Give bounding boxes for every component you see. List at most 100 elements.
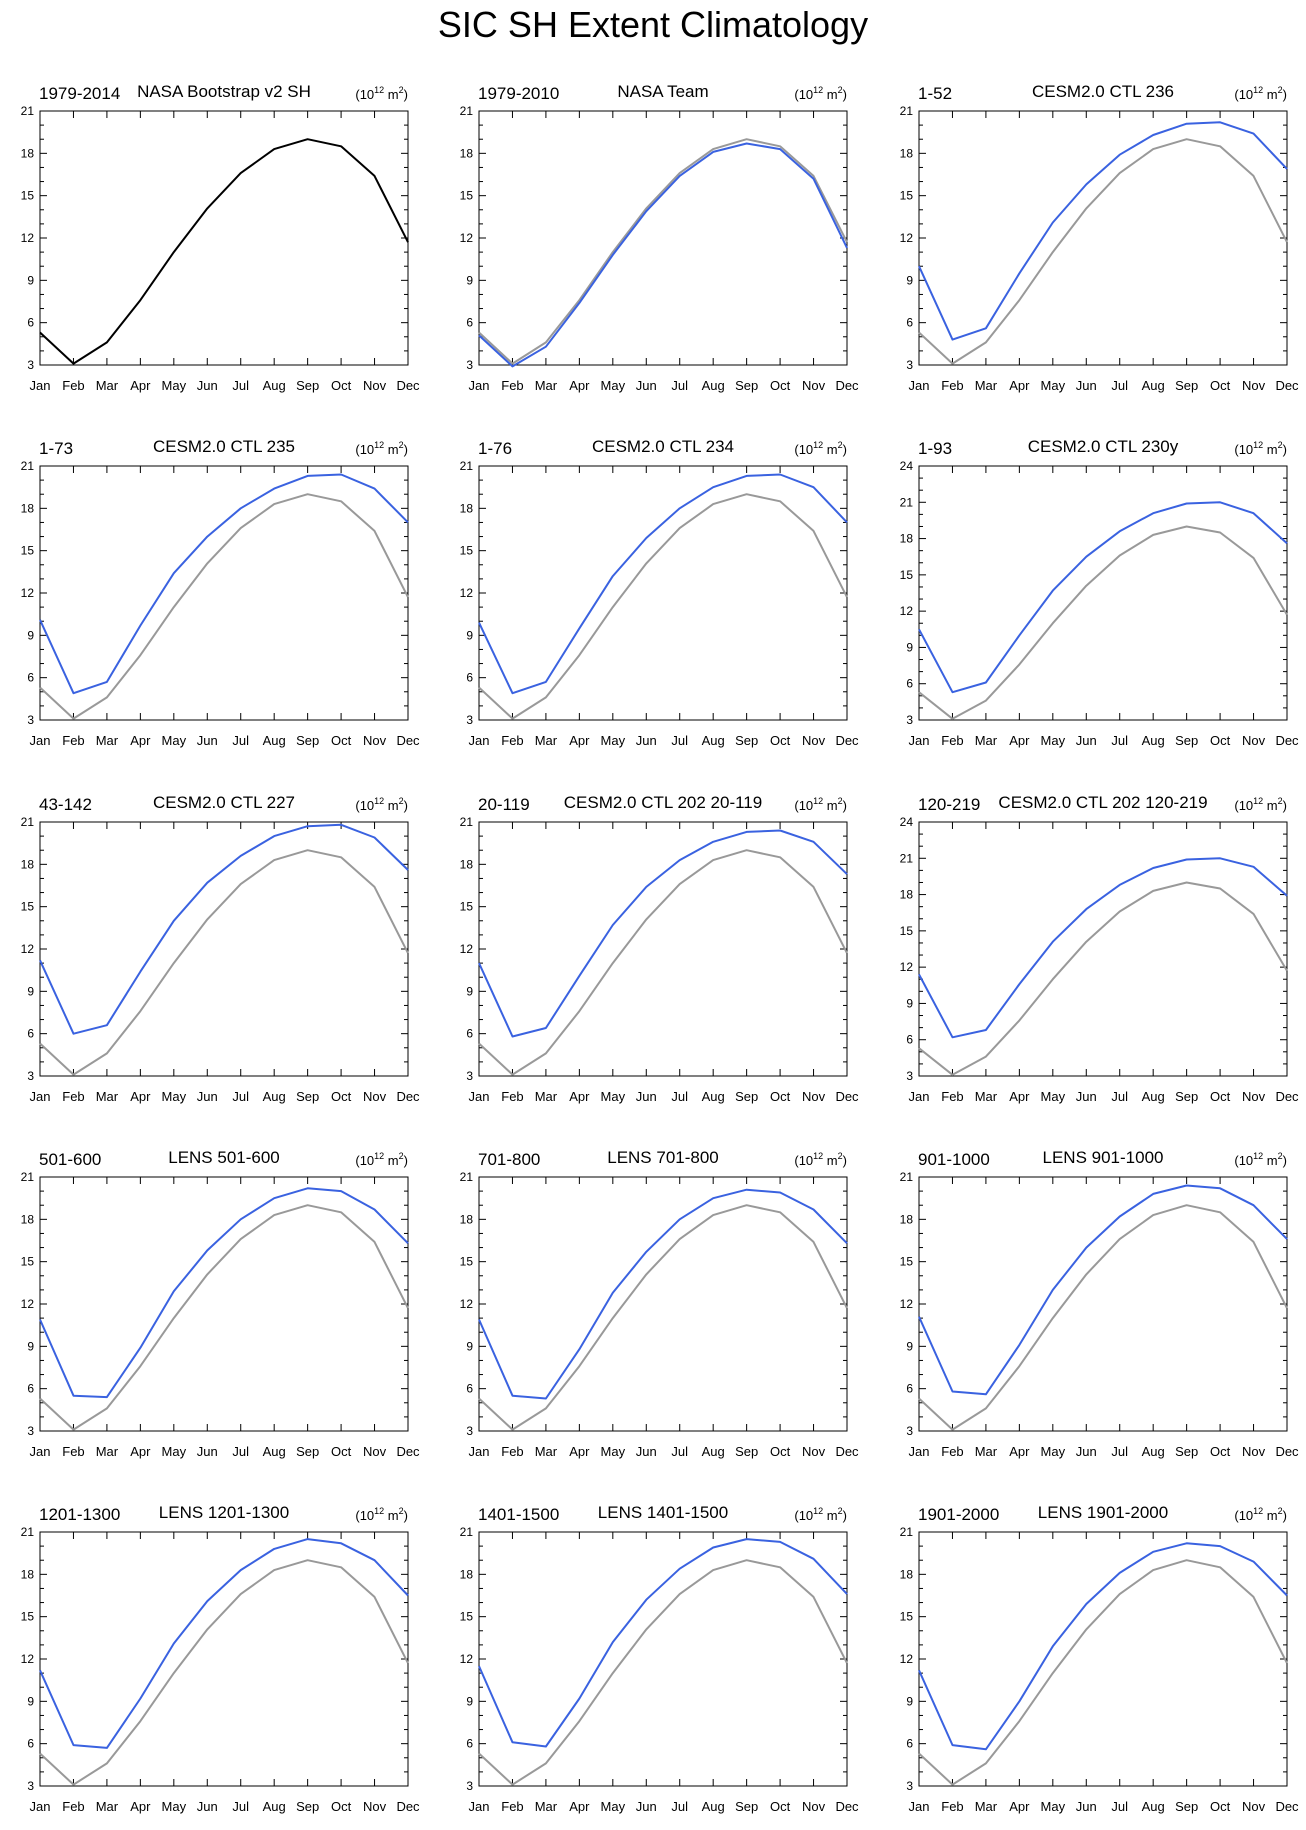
y-tick-label: 6 xyxy=(466,316,473,330)
y-tick-label: 12 xyxy=(900,1652,914,1666)
x-tick-label: Jan xyxy=(909,378,930,393)
units-exp2: 2 xyxy=(838,1506,843,1516)
units-exp2: 2 xyxy=(1278,85,1283,95)
y-tick-label: 3 xyxy=(27,713,34,727)
x-tick-label: Dec xyxy=(835,378,859,393)
x-tick-label: Sep xyxy=(1175,1444,1198,1459)
y-tick-label: 3 xyxy=(466,358,473,372)
panel-units-label: (1012 m2) xyxy=(355,85,408,102)
panel-center-label: CESM2.0 CTL 202 120-219 xyxy=(998,793,1207,812)
x-tick-label: Jul xyxy=(1111,1444,1128,1459)
plot-frame xyxy=(39,110,409,366)
x-tick-label: Jul xyxy=(232,1799,249,1814)
series-line-model xyxy=(918,1542,1288,1751)
x-tick-label: Jun xyxy=(1076,1089,1097,1104)
series-line-model xyxy=(918,121,1288,341)
x-tick-label: Jul xyxy=(232,733,249,748)
x-tick-label: Dec xyxy=(1275,1089,1299,1104)
x-tick-label: Apr xyxy=(130,378,151,393)
x-tick-label: Feb xyxy=(62,378,84,393)
x-tick-label: May xyxy=(601,1444,626,1459)
panel-center-label: NASA Bootstrap v2 SH xyxy=(137,82,311,101)
x-tick-label: Jun xyxy=(197,378,218,393)
units-close: ) xyxy=(843,798,847,813)
x-tick-label: May xyxy=(1041,378,1066,393)
series-line-model xyxy=(39,1187,409,1399)
x-tick-label: Oct xyxy=(331,1089,352,1104)
units-close: ) xyxy=(843,442,847,457)
x-tick-label: Dec xyxy=(835,733,859,748)
series-line-model xyxy=(39,823,409,1035)
units-unit: m xyxy=(1263,442,1277,457)
units-close: ) xyxy=(843,1153,847,1168)
panel-units-label: (1012 m2) xyxy=(355,796,408,813)
y-tick-label: 21 xyxy=(460,1170,474,1184)
units-unit: m xyxy=(1263,798,1277,813)
x-tick-label: May xyxy=(162,1444,187,1459)
x-tick-label: Apr xyxy=(130,1444,151,1459)
x-tick-label: Jan xyxy=(469,1799,490,1814)
units-unit: m xyxy=(384,1153,398,1168)
chart-panel-8: 3 6 9 12 15 18 21 Jan Feb Mar Apr May Jun Jul Aug Sep Oc… xyxy=(460,793,859,1104)
x-tick-label: Apr xyxy=(1009,378,1030,393)
panel-left-label: 1979-2014 xyxy=(39,84,120,103)
chart-panel-11: 3 6 9 12 15 18 21 Jan Feb Mar Apr May Jun Jul Aug Sep Oc… xyxy=(460,1148,859,1459)
x-tick-label: Dec xyxy=(835,1089,859,1104)
y-tick-label: 9 xyxy=(27,628,34,642)
units-exp: 12 xyxy=(813,440,823,450)
y-tick-label: 15 xyxy=(900,924,914,938)
x-tick-label: Sep xyxy=(296,1444,319,1459)
x-tick-label: Apr xyxy=(1009,1444,1030,1459)
x-tick-label: Nov xyxy=(1242,1089,1266,1104)
x-tick-label: Aug xyxy=(702,378,725,393)
x-tick-label: Jul xyxy=(671,1089,688,1104)
x-tick-label: Jun xyxy=(1076,378,1097,393)
y-tick-label: 21 xyxy=(900,104,914,118)
y-tick-label: 12 xyxy=(460,231,474,245)
x-tick-label: Dec xyxy=(835,1444,859,1459)
y-tick-label: 15 xyxy=(900,1610,914,1624)
y-tick-label: 18 xyxy=(21,1212,35,1226)
x-tick-label: Aug xyxy=(263,1799,286,1814)
x-tick-label: Jan xyxy=(30,378,51,393)
y-tick-label: 6 xyxy=(906,1033,913,1047)
plot-frame xyxy=(39,1176,409,1432)
x-tick-label: Dec xyxy=(1275,378,1299,393)
series-line-model xyxy=(918,857,1288,1039)
series-line-model xyxy=(39,1538,409,1749)
units-base: (10 xyxy=(355,87,374,102)
units-exp: 12 xyxy=(813,1506,823,1516)
x-tick-label: Jul xyxy=(671,733,688,748)
x-tick-label: Nov xyxy=(802,733,826,748)
x-tick-label: Jun xyxy=(1076,733,1097,748)
x-tick-label: Aug xyxy=(702,1799,725,1814)
y-tick-label: 9 xyxy=(466,1339,473,1353)
panel-units-label: (1012 m2) xyxy=(355,1151,408,1168)
units-exp2: 2 xyxy=(1278,796,1283,806)
y-tick-label: 6 xyxy=(906,1382,913,1396)
x-tick-label: Jun xyxy=(636,1089,657,1104)
panel-center-label: CESM2.0 CTL 202 20-119 xyxy=(564,793,762,812)
x-tick-label: Nov xyxy=(363,1799,387,1814)
x-tick-label: Jun xyxy=(1076,1444,1097,1459)
units-exp: 12 xyxy=(1253,85,1263,95)
units-close: ) xyxy=(1283,442,1287,457)
x-tick-label: Dec xyxy=(396,733,420,748)
x-tick-label: Apr xyxy=(1009,733,1030,748)
y-tick-label: 24 xyxy=(900,815,914,829)
x-tick-label: Nov xyxy=(363,733,387,748)
x-tick-label: Sep xyxy=(296,1799,319,1814)
x-tick-label: Jul xyxy=(1111,1799,1128,1814)
x-tick-label: Nov xyxy=(802,1444,826,1459)
x-tick-label: Aug xyxy=(1142,1089,1165,1104)
chart-panel-1: 3 6 9 12 15 18 21 Jan Feb Mar Apr May Jun Jul Aug Sep Oc… xyxy=(21,82,420,393)
x-tick-label: Sep xyxy=(1175,1799,1198,1814)
series-line-observed xyxy=(39,138,409,365)
panel-center-label: CESM2.0 CTL 236 xyxy=(1032,82,1174,101)
x-tick-label: Oct xyxy=(770,1444,791,1459)
panel-center-label: LENS 1901-2000 xyxy=(1038,1503,1168,1522)
units-exp2: 2 xyxy=(399,440,404,450)
units-close: ) xyxy=(404,1153,408,1168)
y-tick-label: 21 xyxy=(460,104,474,118)
panel-units-label: (1012 m2) xyxy=(1234,796,1287,813)
